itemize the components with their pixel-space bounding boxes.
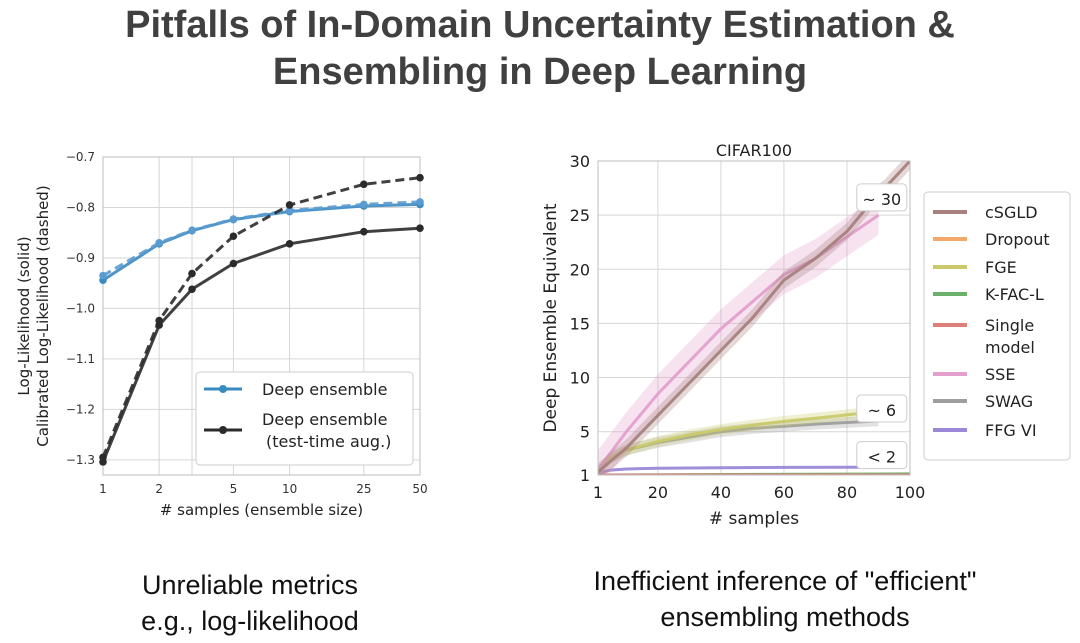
legend-label: SSE (985, 365, 1015, 384)
legend: cSGLD Dropout FGE K-FAC-L Single model SSE SWAG… (923, 191, 1071, 461)
x-tick-label: 25 (356, 482, 371, 496)
data-point (155, 239, 163, 247)
x-tick-label: 20 (648, 483, 668, 502)
y-tick-label: −0.8 (66, 200, 95, 214)
annotation-label: < 2 (867, 448, 896, 467)
plot-frame (102, 156, 421, 476)
y-tick-label: 20 (570, 260, 590, 279)
slide-title-line2: Ensembling in Deep Learning (272, 51, 808, 93)
data-point (285, 206, 294, 215)
plot-frame (597, 160, 911, 476)
annotation-box (856, 441, 908, 470)
log-likelihood-chart: −0.7−0.8−0.9−1.0−1.1−1.2−1.31 2 5 10 25 50# s… (15, 150, 428, 519)
y-axis-label: Deep Ensemble Equivalent (541, 203, 561, 432)
x-tick-label: 5 (230, 482, 238, 496)
y-tick-label: 30 (570, 152, 590, 171)
data-point (188, 285, 196, 294)
x-tick-label: 40 (711, 483, 731, 502)
x-axis-label: # samples (ensemble size) (160, 501, 363, 519)
data-point (99, 271, 107, 280)
annotation-label: ~ 6 (867, 401, 896, 420)
annotation-box (856, 394, 908, 423)
data-point (285, 240, 294, 248)
legend-label: FFG VI (985, 421, 1037, 440)
left-caption-line2: e.g., log-likelihood (141, 606, 359, 636)
annotation-label: ~ 30 (862, 190, 901, 209)
x-tick-label: 1 (593, 483, 603, 502)
legend: Deep ensemble Deep ensemble (test-time aug… (195, 371, 414, 466)
legend-label-line2: (test-time aug.) (266, 432, 391, 451)
y-tick-label: 10 (570, 369, 590, 388)
left-caption-line1: Unreliable metrics (141, 570, 359, 600)
x-tick-label: 10 (282, 482, 297, 496)
data-point (416, 224, 424, 232)
chart-title: CIFAR100 (716, 141, 792, 160)
x-tick-label: 80 (837, 483, 857, 502)
legend-label: FGE (985, 258, 1017, 277)
y-axis-label-line1: Log-Likelihood (solid) (15, 236, 33, 395)
slide-title: Pitfalls of In-Domain Uncertainty Estima… (0, 2, 1080, 96)
x-tick-label: 1 (99, 482, 107, 496)
y-tick-label: 15 (570, 314, 590, 333)
x-tick-label: 2 (155, 482, 163, 496)
y-axis-label-line2: Calibrated Log-Likelihood (dashed) (34, 185, 52, 446)
series-line (598, 465, 879, 475)
y-tick-label: −1.2 (66, 402, 95, 416)
data-point (416, 198, 424, 206)
legend-marker-dot (219, 385, 227, 393)
right-caption-line2: ensembling methods (660, 602, 910, 632)
legend-box (195, 371, 414, 466)
legend-label: Single (985, 316, 1034, 335)
data-point (360, 180, 368, 189)
y-tick-label: 1 (580, 466, 590, 485)
data-point (155, 316, 163, 325)
right-caption: Inefficient inference of "efficient" ens… (520, 563, 1050, 635)
series-band (598, 195, 879, 475)
series-line (598, 213, 880, 471)
legend-box (923, 191, 1071, 461)
left-caption: Unreliable metrics e.g., log-likelihood (60, 567, 440, 639)
y-tick-label: −0.9 (66, 251, 95, 265)
legend-marker-dot (219, 426, 227, 434)
x-tick-label: 60 (774, 483, 794, 502)
y-tick-label: −1.3 (66, 453, 95, 467)
y-tick-label: −1.1 (66, 352, 95, 366)
legend-label: Dropout (985, 230, 1050, 249)
data-point (188, 269, 196, 278)
y-tick-label: −1.0 (66, 301, 95, 315)
legend-label: SWAG (985, 392, 1033, 411)
annotation-box (856, 183, 908, 212)
data-point (285, 201, 294, 209)
y-tick-label: −0.7 (66, 150, 95, 164)
data-point (229, 215, 238, 223)
x-axis-label: # samples (709, 509, 799, 529)
series-band (598, 405, 879, 475)
data-point (188, 226, 196, 234)
data-point (360, 227, 368, 236)
y-tick-label: 25 (570, 206, 590, 225)
right-caption-line1: Inefficient inference of "efficient" (593, 566, 977, 596)
data-point (229, 259, 238, 268)
y-tick-label: 5 (580, 423, 590, 442)
x-tick-label: 50 (412, 482, 427, 496)
data-point (416, 173, 424, 182)
legend-label-line2: model (985, 338, 1035, 357)
slide-title-line1: Pitfalls of In-Domain Uncertainty Estima… (125, 4, 955, 46)
legend-label: cSGLD (985, 203, 1038, 222)
legend-label: Deep ensemble (262, 410, 387, 429)
x-tick-label: 100 (895, 483, 926, 502)
legend-label: K-FAC-L (985, 285, 1044, 304)
legend-label: Deep ensemble (262, 380, 387, 399)
data-point (99, 453, 107, 462)
data-point (360, 200, 368, 209)
data-point (229, 232, 238, 241)
